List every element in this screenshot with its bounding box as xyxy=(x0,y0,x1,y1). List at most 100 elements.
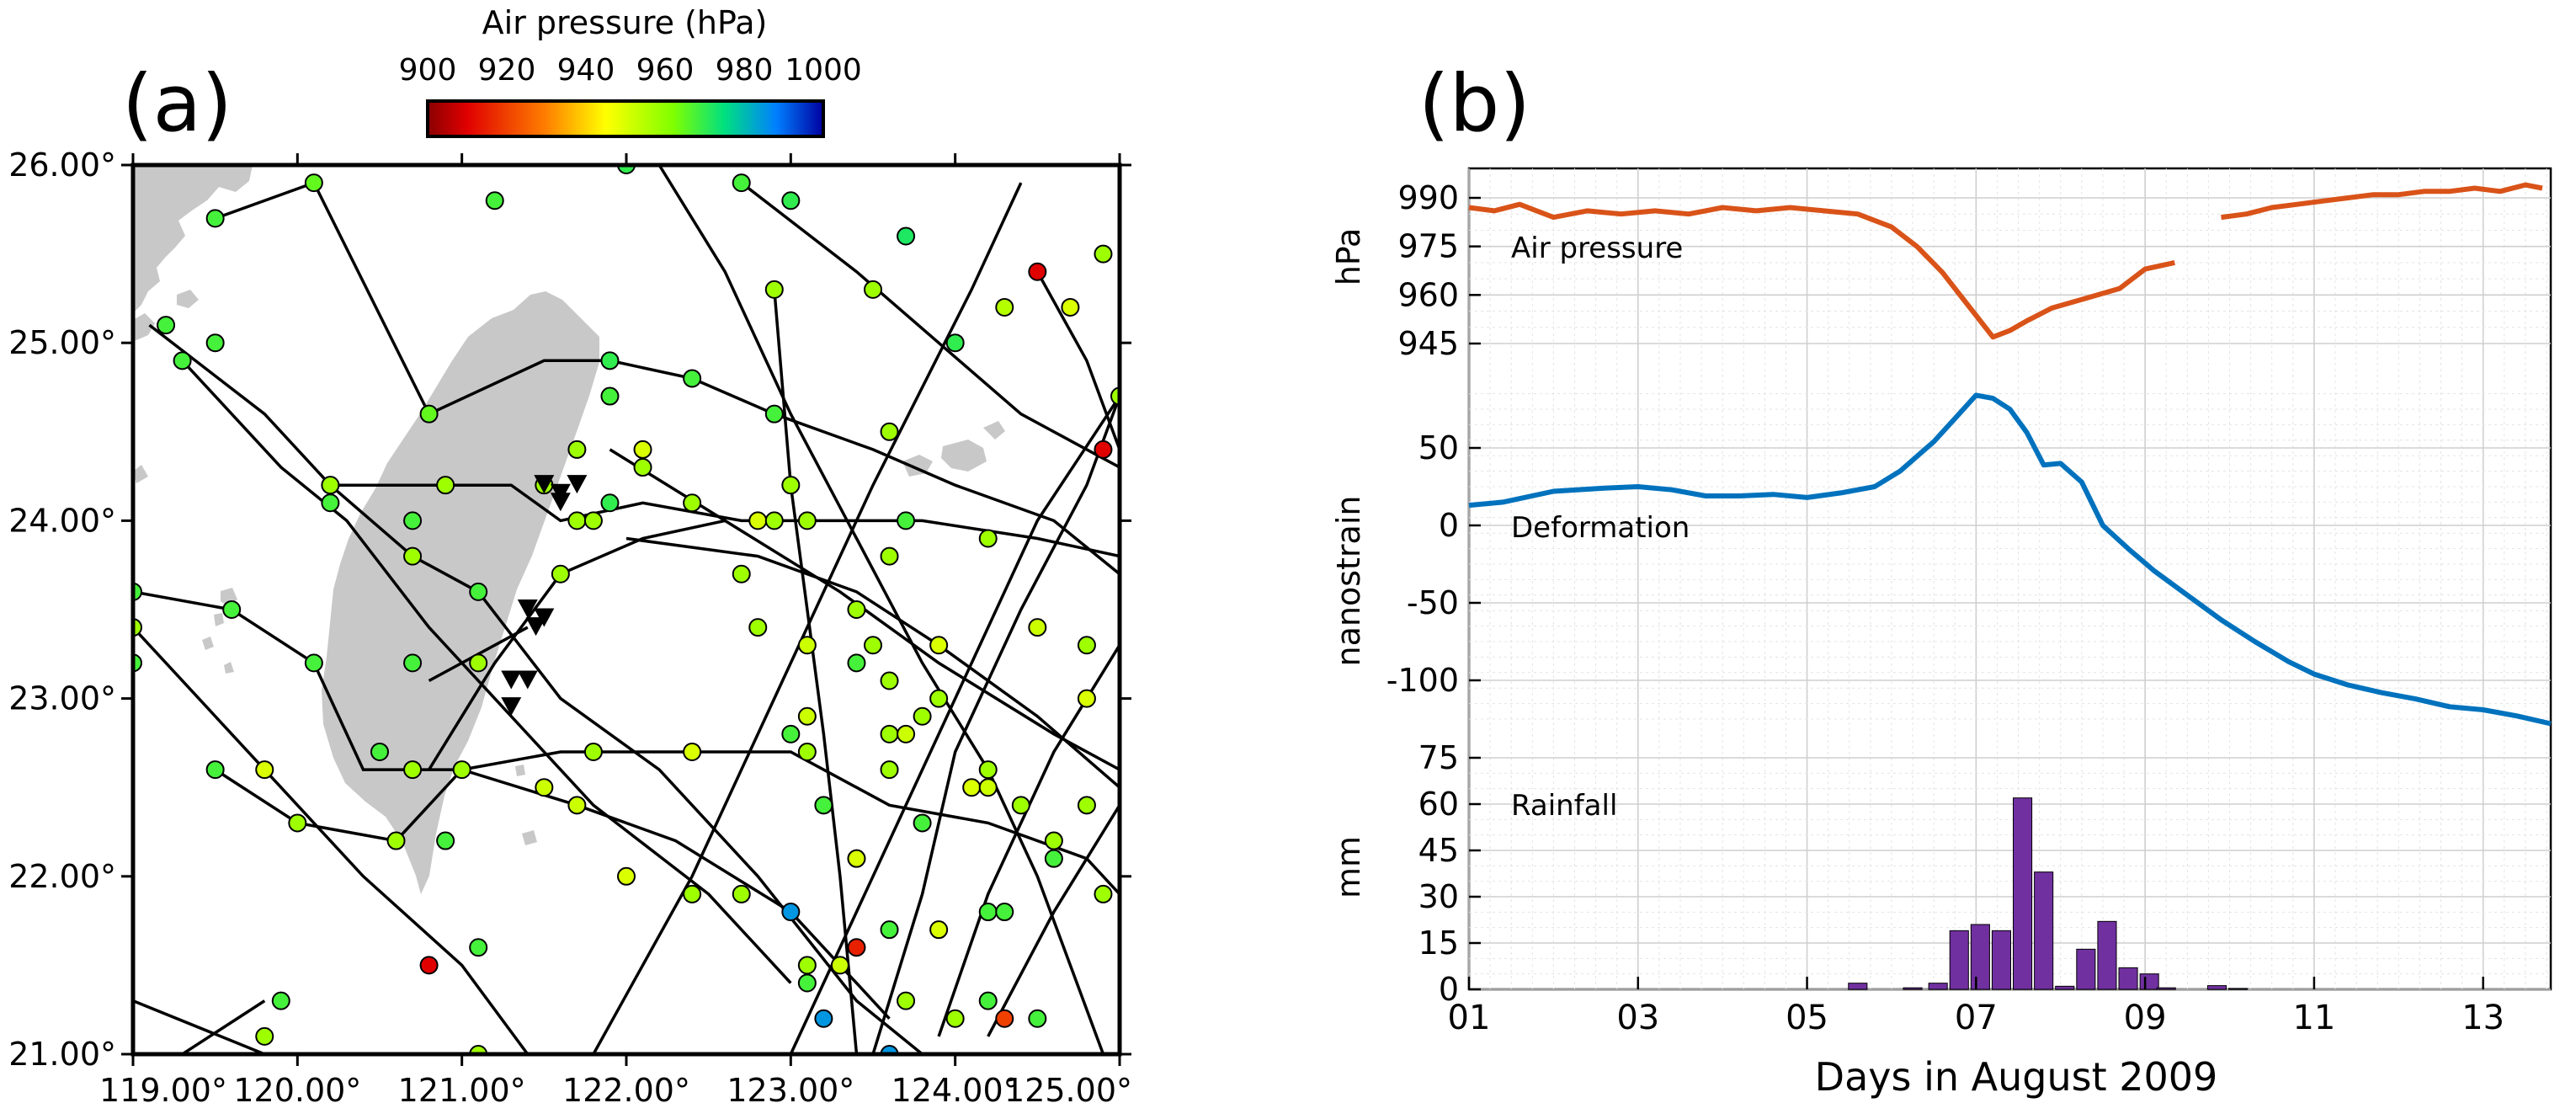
pressure-point xyxy=(1044,831,1063,850)
pressure-point xyxy=(814,1009,833,1028)
colorbar-ticks: 900 920 940 960 980 1000 xyxy=(399,53,862,88)
series-label-pressure: Air pressure xyxy=(1511,232,1683,265)
pressure-point xyxy=(830,956,849,975)
plot-series xyxy=(1468,182,2552,990)
rainfall-bar xyxy=(2139,973,2159,990)
plot-frame xyxy=(1467,167,2552,991)
rainfall-bar xyxy=(2206,985,2227,990)
y-tick-label: 15 xyxy=(1418,925,1459,962)
panel-b-label: (b) xyxy=(1418,58,1530,150)
x-tick-label: 125.00° xyxy=(1004,1072,1132,1109)
pressure-point xyxy=(535,778,554,797)
x-tick-label: 07 xyxy=(1955,999,1998,1037)
typhoon-track xyxy=(1035,270,1120,450)
pressure-point xyxy=(288,813,307,833)
pressure-point xyxy=(1077,689,1096,708)
pressure-point xyxy=(880,671,899,690)
pressure-point xyxy=(452,760,471,780)
pressure-point xyxy=(1094,440,1113,459)
pressure-point xyxy=(781,191,801,210)
pressure-point xyxy=(897,991,916,1010)
pressure-point xyxy=(436,476,455,495)
pressure-point xyxy=(797,511,817,530)
rainfall-bar xyxy=(2055,985,2075,990)
panel-b-timeseries: (b) 01 03 05 07 09 11 13 990 975 960 945 50 0 -50 -100… xyxy=(1330,58,2552,1100)
pressure-point xyxy=(255,760,274,780)
y-tick-label: 945 xyxy=(1397,325,1459,362)
pressure-point xyxy=(913,706,932,726)
pressure-point xyxy=(567,440,587,459)
pressure-point xyxy=(157,316,176,335)
pressure-point xyxy=(321,476,340,495)
colorbar-tick-label: 1000 xyxy=(785,53,862,88)
rainfall-bar xyxy=(2034,871,2054,990)
x-tick-label: 11 xyxy=(2292,999,2335,1037)
pressure-point xyxy=(797,636,817,655)
pressure-point xyxy=(683,493,702,513)
typhoon-track xyxy=(657,165,1105,1054)
pressure-point xyxy=(469,582,488,601)
pressure-point xyxy=(1094,884,1113,903)
panel-a-map: (a) Air pressure (hPa) 900 920 940 960 980 10… xyxy=(8,4,1132,1109)
pressure-point xyxy=(205,333,225,353)
pressure-point xyxy=(583,742,603,761)
colorbar-tick-label: 960 xyxy=(636,53,695,88)
y-tick-label: 960 xyxy=(1397,276,1459,313)
rainfall-bar xyxy=(2118,967,2138,990)
x-tick-label: 119.00° xyxy=(99,1072,227,1109)
y-tick-label: 50 xyxy=(1418,429,1459,466)
y-tick-label: 990 xyxy=(1397,179,1459,216)
pressure-point xyxy=(583,511,603,530)
pressure-point xyxy=(617,866,636,886)
typhoon-track xyxy=(987,804,1120,1037)
pressure-point xyxy=(600,351,620,370)
pressure-point xyxy=(814,796,833,815)
pressure-point xyxy=(847,653,866,673)
y-tick-label: 21.00° xyxy=(8,1036,116,1073)
pressure-point xyxy=(732,564,751,583)
typhoon-track xyxy=(789,395,1120,1054)
rainfall-bar xyxy=(1991,930,2012,990)
pressure-point xyxy=(929,689,949,708)
pressure-points xyxy=(133,165,1120,1054)
pressure-point xyxy=(945,333,965,353)
pressure-point xyxy=(683,742,702,761)
pressure-point xyxy=(847,938,866,957)
pressure-point xyxy=(1011,796,1030,815)
y-tick-label: 24.00° xyxy=(8,502,116,539)
pressure-point xyxy=(864,636,882,655)
y-tick-label: 75 xyxy=(1418,739,1459,776)
panel-a-label: (a) xyxy=(122,58,232,150)
typhoon-track xyxy=(592,182,1023,1054)
typhoon-track xyxy=(181,999,266,1054)
pressure-point xyxy=(781,903,801,922)
pressure-point xyxy=(781,724,801,743)
typhoon-track xyxy=(871,395,1120,1054)
map-background xyxy=(133,165,1120,1054)
pressure-point xyxy=(403,653,423,673)
colorbar-tick-label: 940 xyxy=(557,53,615,88)
rainfall-bar xyxy=(1949,930,1969,990)
y-tick-label: 30 xyxy=(1418,878,1459,915)
pressure-point xyxy=(683,369,702,388)
ylabel-mm: mm xyxy=(1330,836,1367,898)
pressure-point xyxy=(880,920,899,940)
pressure-point xyxy=(797,956,817,975)
pressure-point xyxy=(469,938,488,957)
pressure-point xyxy=(978,903,998,922)
pressure-point xyxy=(1028,1009,1047,1028)
pressure-point xyxy=(748,511,768,530)
y-tick-label: 26.00° xyxy=(8,147,116,184)
pressure-point xyxy=(683,884,702,903)
x-tick-label: 03 xyxy=(1616,999,1659,1037)
pressure-point xyxy=(403,511,423,530)
colorbar-tick-label: 900 xyxy=(399,53,457,88)
pressure-point xyxy=(995,1009,1014,1028)
pressure-point xyxy=(764,511,784,530)
y-tick-label: 45 xyxy=(1418,832,1459,869)
pressure-point xyxy=(1044,849,1063,868)
pressure-point xyxy=(929,920,949,940)
x-tick-label: 05 xyxy=(1786,999,1828,1037)
pressure-point xyxy=(321,493,340,513)
